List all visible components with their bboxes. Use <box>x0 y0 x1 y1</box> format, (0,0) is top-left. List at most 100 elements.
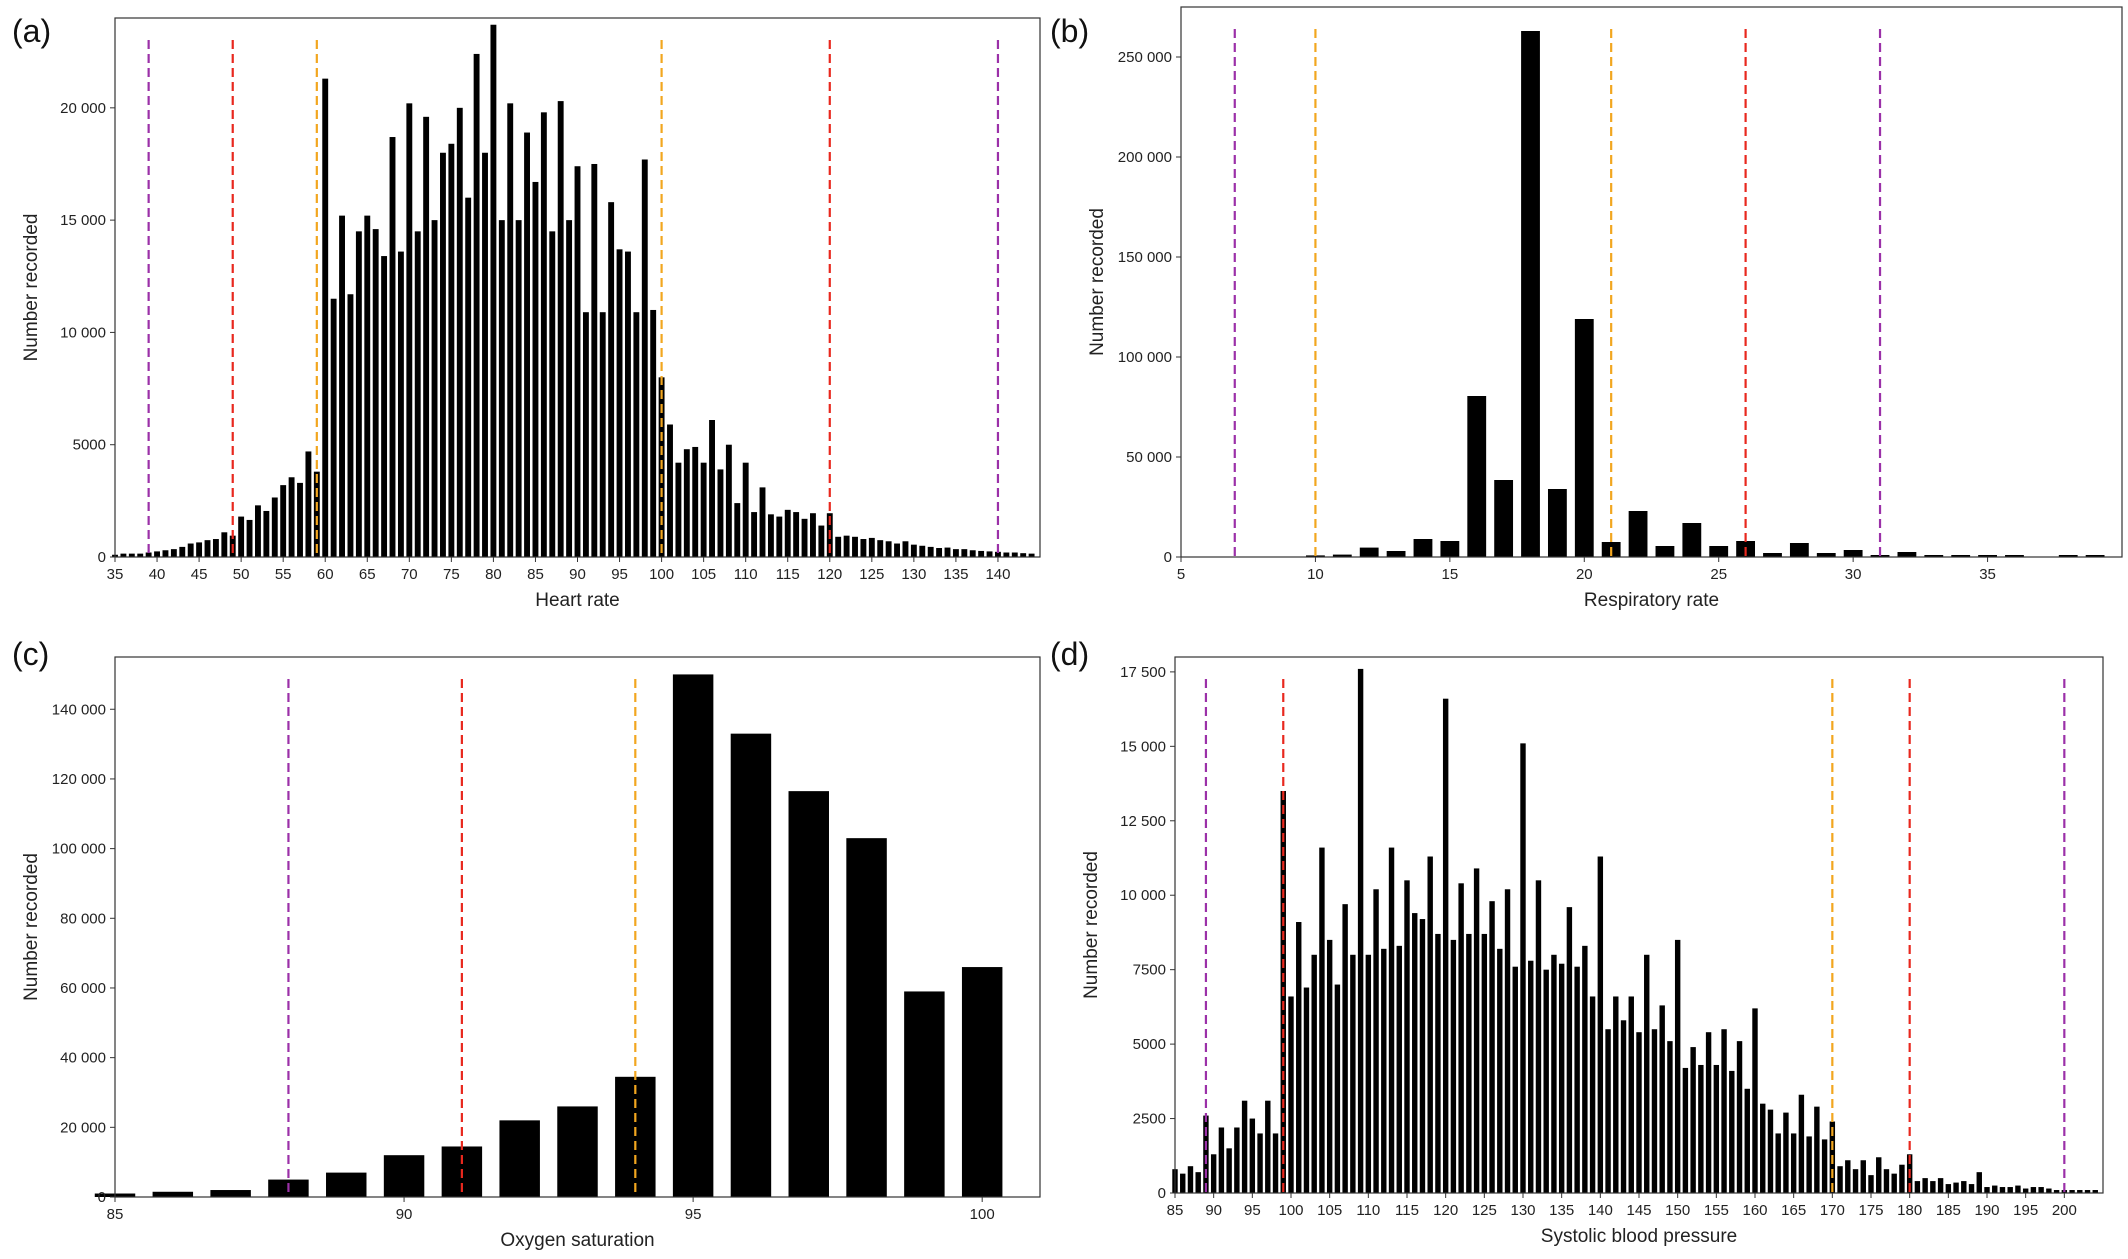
bar <box>2046 1188 2052 1193</box>
bar <box>196 542 203 557</box>
bar <box>549 231 556 557</box>
bar <box>1558 963 1565 1193</box>
bar <box>843 535 850 557</box>
bar <box>1467 396 1487 557</box>
bar <box>1976 1172 1982 1193</box>
bar <box>1713 1064 1720 1193</box>
bar <box>1388 847 1395 1193</box>
bar <box>1968 1184 1975 1193</box>
bar <box>936 548 943 557</box>
bar <box>305 451 312 557</box>
bar <box>1512 966 1518 1193</box>
bar <box>221 532 228 557</box>
bar <box>1674 939 1681 1193</box>
x-tick-label: 20 <box>1576 566 1593 583</box>
bar <box>1705 1032 1712 1193</box>
x-tick-label: 170 <box>1820 1202 1845 1219</box>
bar <box>725 444 732 557</box>
bar <box>1628 511 1648 557</box>
x-tick-label: 85 <box>1167 1202 1184 1219</box>
bar <box>120 553 127 557</box>
y-tick-label: 10 000 <box>60 324 106 341</box>
bar <box>1597 856 1604 1193</box>
x-tick-label: 135 <box>943 566 968 583</box>
bar <box>927 546 934 557</box>
y-tick-label: 20 000 <box>60 100 106 117</box>
x-tick-label: 165 <box>1781 1202 1806 1219</box>
bar <box>2022 1188 2029 1193</box>
bar <box>868 537 875 557</box>
x-tick-label: 60 <box>317 566 334 583</box>
x-tick-label: 155 <box>1704 1202 1729 1219</box>
y-tick-label: 5000 <box>73 437 106 454</box>
bar <box>1203 1115 1209 1193</box>
bar <box>482 152 488 557</box>
bar <box>1520 743 1526 1193</box>
bar <box>364 215 371 557</box>
x-tick-label: 195 <box>2013 1202 2038 1219</box>
panel-label: (b) <box>1050 13 1089 49</box>
bar <box>986 551 993 557</box>
bar <box>961 967 1003 1197</box>
bar <box>1574 319 1594 557</box>
bar <box>1180 1173 1186 1193</box>
bar <box>2077 1190 2083 1193</box>
y-tick-label: 2500 <box>1133 1111 1166 1128</box>
bar <box>1852 1169 1859 1193</box>
bar <box>557 101 564 557</box>
x-tick-label: 110 <box>1356 1202 1380 1219</box>
x-tick-label: 95 <box>611 566 628 583</box>
x-tick-label: 95 <box>1244 1202 1261 1219</box>
bar <box>381 256 388 557</box>
bar <box>1481 933 1488 1193</box>
bar <box>1984 1187 1990 1193</box>
y-tick-label: 80 000 <box>60 910 106 927</box>
bar <box>641 159 648 558</box>
x-tick-label: 140 <box>1588 1202 1613 1219</box>
x-tick-label: 85 <box>107 1206 124 1223</box>
bar <box>1721 1029 1727 1193</box>
x-tick-label: 85 <box>527 566 544 583</box>
bar <box>1404 880 1410 1193</box>
bar <box>852 536 858 557</box>
bar <box>608 202 615 557</box>
x-tick-label: 100 <box>649 566 674 583</box>
bar <box>944 547 951 557</box>
y-axis-label: Number recorded <box>1087 208 1108 356</box>
bar <box>1899 1164 1905 1193</box>
x-tick-label: 140 <box>985 566 1010 583</box>
y-tick-label: 100 000 <box>1118 349 1172 366</box>
bar <box>1435 933 1441 1193</box>
bar <box>179 546 186 557</box>
bar <box>1605 1029 1611 1193</box>
bar <box>2085 555 2105 557</box>
bar <box>683 449 690 557</box>
bar <box>137 553 144 557</box>
bar <box>1450 939 1457 1193</box>
x-tick-label: 15 <box>1442 566 1459 583</box>
bar <box>1306 555 1325 557</box>
bar <box>767 514 774 557</box>
x-tick-label: 160 <box>1742 1202 1767 1219</box>
bar <box>2038 1187 2044 1193</box>
bar <box>1951 555 1971 557</box>
bar <box>904 991 945 1197</box>
x-tick-label: 180 <box>1897 1202 1922 1219</box>
bar <box>1953 1182 1959 1193</box>
y-tick-label: 50 000 <box>1126 449 1172 466</box>
bar <box>1535 880 1542 1193</box>
bar <box>730 733 772 1197</box>
y-tick-label: 10 000 <box>1120 887 1166 904</box>
bar <box>263 510 270 557</box>
x-axis-label: Respiratory rate <box>1584 590 1719 611</box>
bar <box>1319 847 1325 1193</box>
bar <box>154 551 160 557</box>
bar <box>1613 996 1619 1193</box>
bar <box>1682 523 1702 557</box>
bar <box>389 137 396 557</box>
bar <box>1814 1106 1820 1193</box>
bar <box>280 485 287 557</box>
bar <box>1868 1175 1874 1193</box>
x-tick-label: 65 <box>359 566 376 583</box>
bar <box>2015 1185 2021 1193</box>
